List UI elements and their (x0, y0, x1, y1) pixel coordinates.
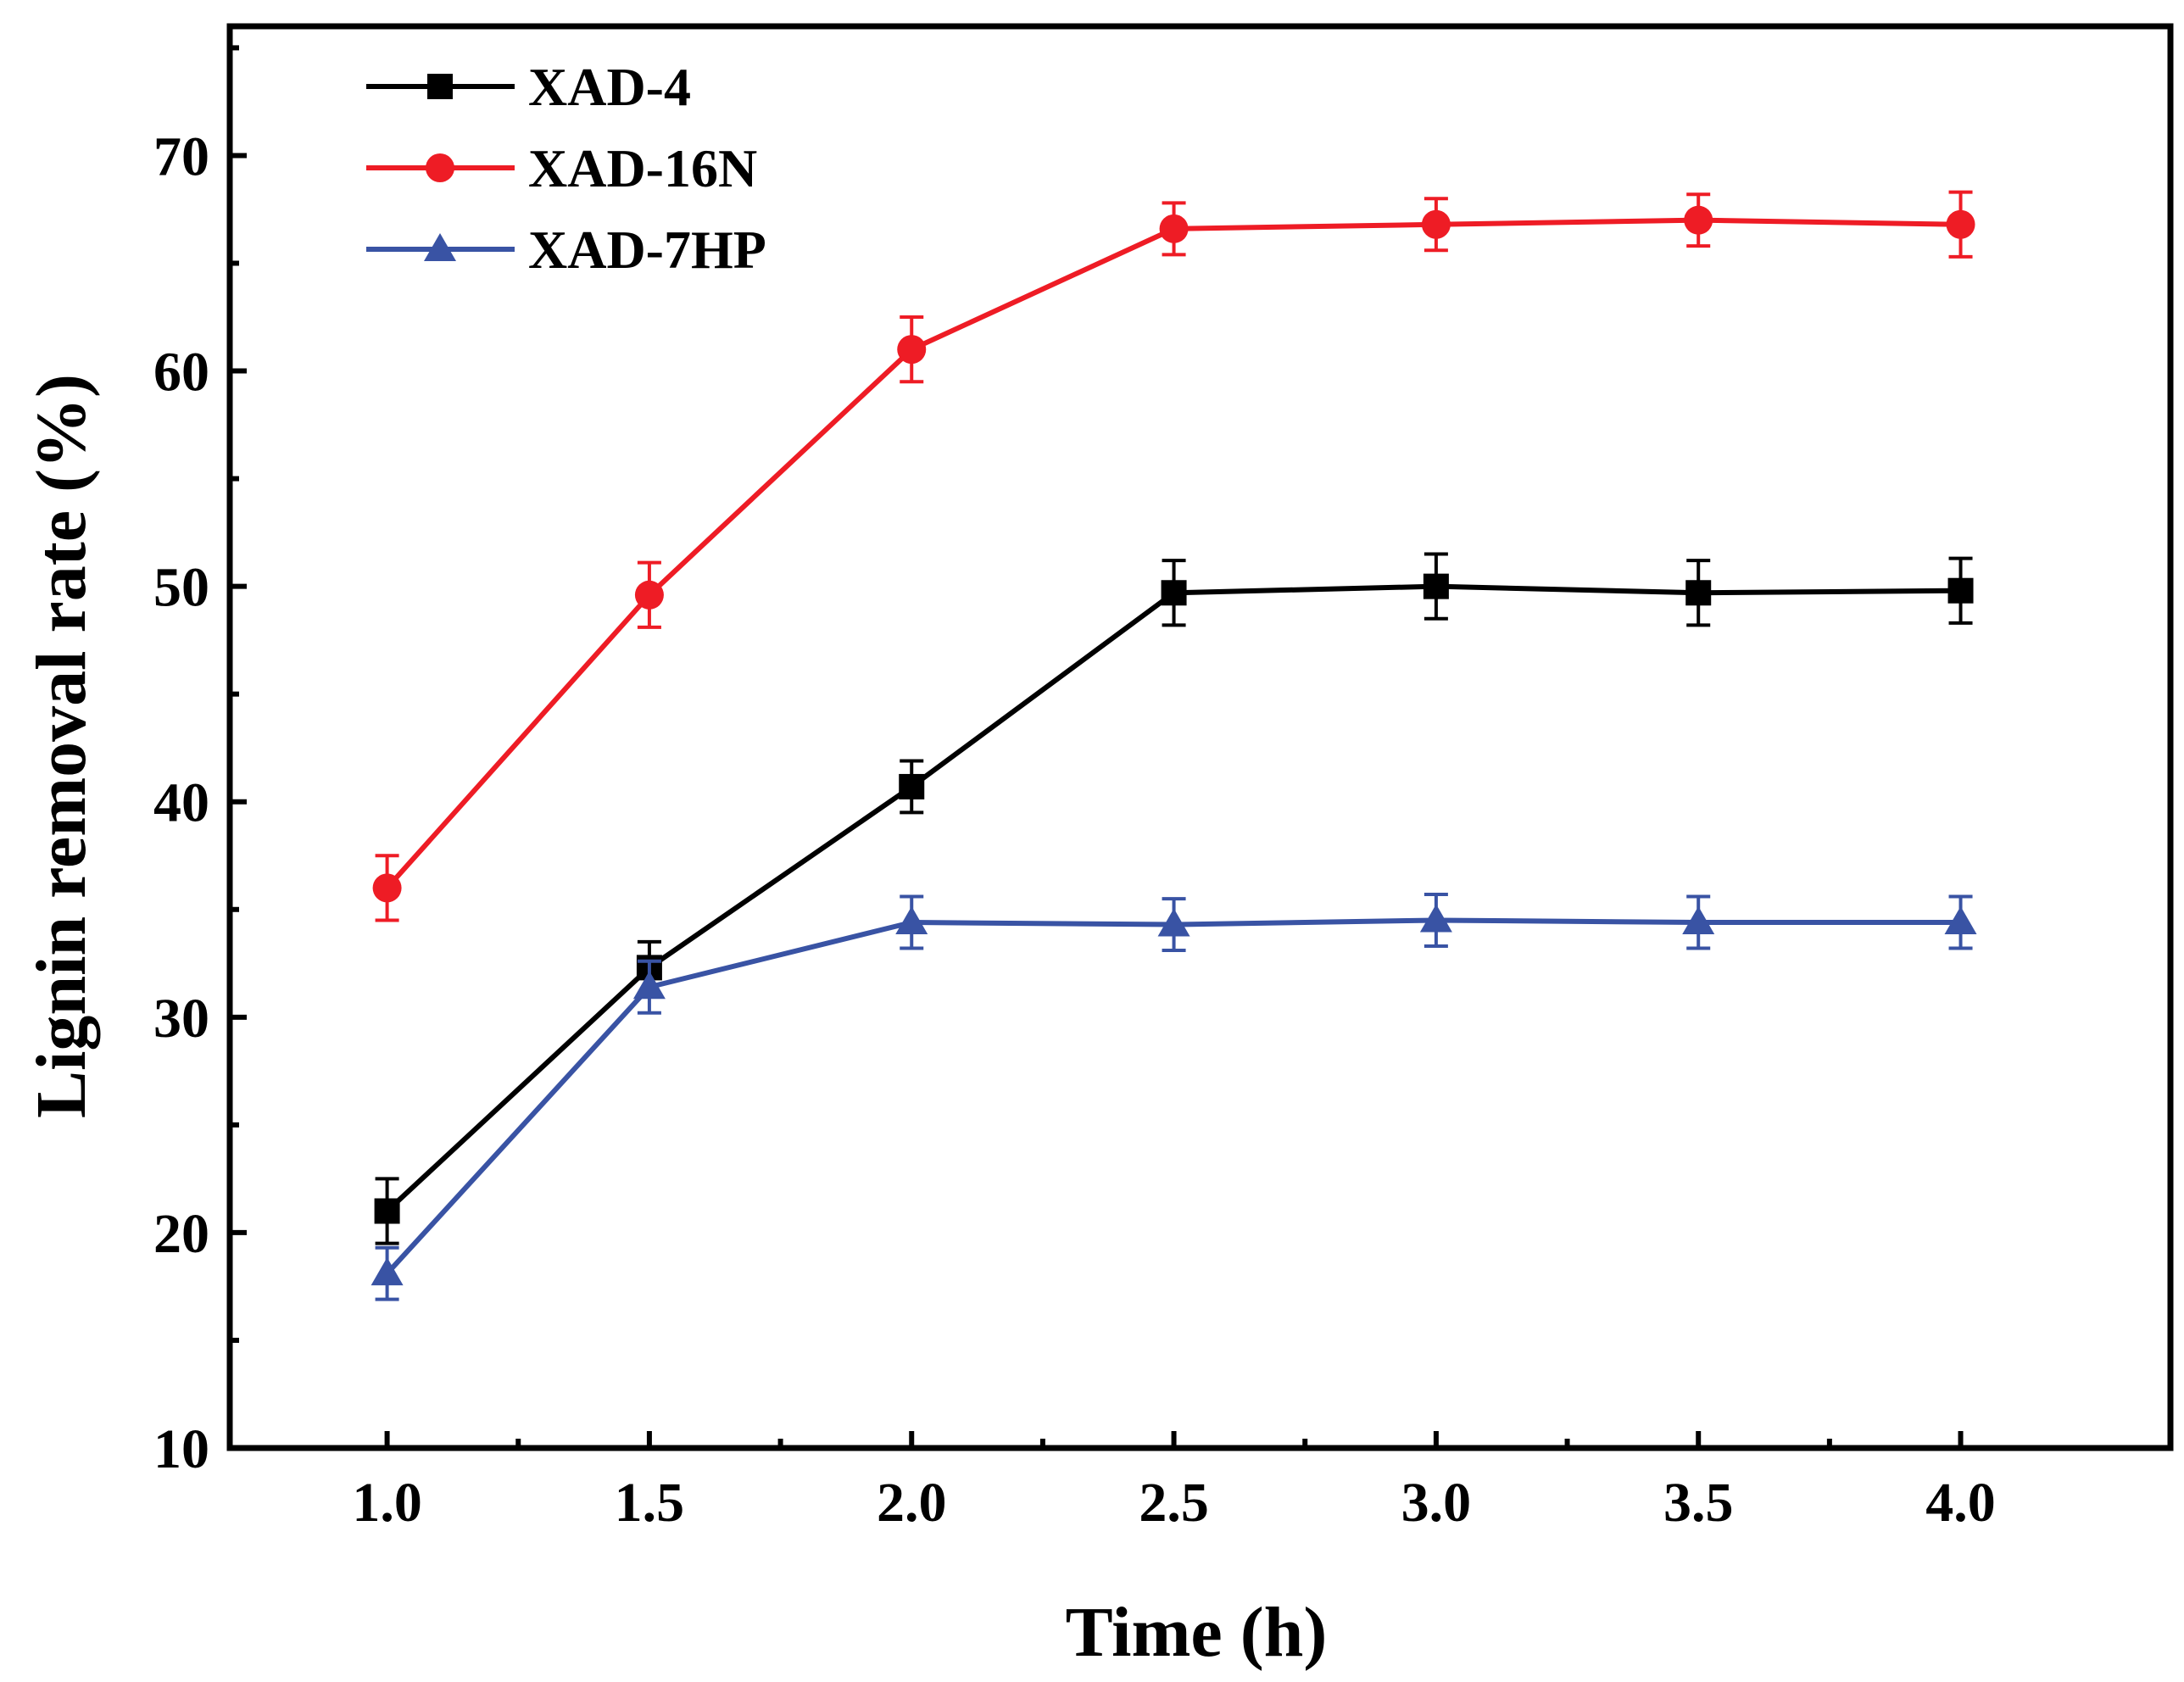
series-xad-16n (372, 190, 1975, 922)
legend: XAD-4 XAD-16N XAD-7HP (366, 57, 766, 280)
legend-item: XAD-7HP (366, 220, 766, 280)
plot-frame (226, 23, 2174, 1451)
data-point (634, 580, 664, 610)
x-tick-label: 2.5 (1139, 1472, 1209, 1534)
data-point (372, 873, 402, 903)
data-point (632, 971, 666, 1000)
y-tick-label: 60 (153, 342, 209, 404)
series-line (385, 917, 1961, 1276)
data-point (897, 335, 927, 365)
y-tick-label: 30 (153, 988, 209, 1050)
data-point (1685, 580, 1712, 606)
y-tick-label: 50 (153, 557, 209, 619)
data-point (1421, 209, 1451, 239)
y-tick-label: 10 (153, 1418, 209, 1480)
y-tick-labels: 10 20 30 40 50 60 70 (153, 125, 209, 1480)
data-point (1419, 904, 1452, 933)
legend-marker (426, 153, 454, 182)
legend-item: XAD-16N (366, 138, 757, 198)
series-line (385, 217, 1961, 890)
data-point (1423, 573, 1449, 599)
y-tick-label: 40 (153, 772, 209, 834)
series-layer (370, 190, 1977, 1301)
data-point (370, 1257, 404, 1286)
x-tick-label: 1.5 (615, 1472, 685, 1534)
data-point (374, 1198, 400, 1224)
data-point (1159, 214, 1189, 243)
y-tick-label: 70 (153, 125, 209, 187)
x-axis-title: Time (h) (1066, 1593, 1328, 1672)
data-point (1161, 580, 1187, 606)
series-xad-7hp (370, 892, 1977, 1301)
x-tick-label: 1.0 (352, 1472, 422, 1534)
legend-marker (424, 233, 456, 261)
legend-item: XAD-4 (366, 57, 691, 117)
x-tick-label: 3.0 (1401, 1472, 1472, 1534)
y-tick-label: 20 (153, 1203, 209, 1265)
data-point (899, 773, 925, 799)
data-point (1682, 906, 1715, 935)
x-tick-labels: 1.0 1.5 2.0 2.5 3.0 3.5 4.0 (352, 1472, 1995, 1534)
x-tick-label: 3.5 (1663, 1472, 1734, 1534)
legend-marker (427, 74, 453, 99)
data-point (1947, 577, 1974, 604)
data-point (895, 906, 928, 935)
y-axis-title: Lignin removal rate (%) (22, 374, 101, 1118)
data-point (1946, 209, 1975, 239)
x-tick-label: 2.0 (877, 1472, 947, 1534)
legend-label: XAD-16N (528, 138, 757, 198)
data-point (1157, 908, 1190, 937)
x-tick-label: 4.0 (1925, 1472, 1996, 1534)
data-point (1684, 205, 1713, 235)
legend-label: XAD-7HP (528, 220, 766, 280)
legend-label: XAD-4 (528, 57, 691, 117)
axis-ticks (230, 45, 1964, 1451)
data-point (1944, 906, 1977, 935)
